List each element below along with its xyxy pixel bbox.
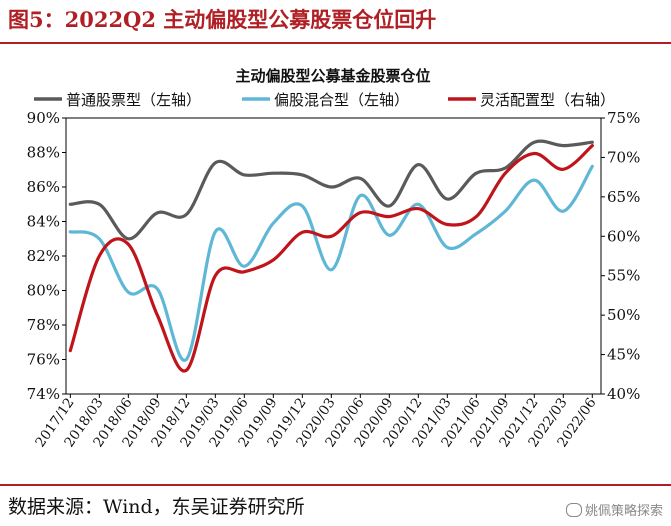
left-tick-label: 84%: [27, 213, 60, 231]
left-tick-label: 76%: [27, 351, 60, 369]
source-rule: [0, 484, 671, 486]
watermark: 姚佩策略探索: [565, 500, 663, 519]
left-tick-label: 74%: [27, 385, 60, 403]
title-rule: [0, 42, 671, 44]
source-note: 数据来源：Wind，东吴证券研究所: [8, 496, 305, 518]
right-tick-label: 70%: [607, 148, 640, 166]
left-tick-label: 86%: [27, 178, 60, 196]
legend-label: 灵活配置型（右轴）: [480, 91, 615, 109]
series-line-flexible-allocation: [68, 144, 594, 373]
left-tick-label: 88%: [27, 144, 60, 162]
legend: 普通股票型（左轴） 偏股混合型（左轴） 灵活配置型（右轴）: [34, 91, 615, 109]
right-tick-label: 40%: [607, 385, 640, 403]
series-line-common-stock: [68, 139, 594, 241]
figure-title: 图5：2022Q2 主动偏股型公募股票仓位回升: [8, 7, 437, 32]
right-tick-label: 55%: [607, 267, 640, 285]
legend-label: 偏股混合型（左轴）: [274, 91, 409, 109]
plot-area: 90% 88% 86% 84% 82% 80% 78% 76% 74% 75% 70% 65% 60% 5…: [27, 109, 641, 450]
legend-label: 普通股票型（左轴）: [66, 91, 201, 109]
watermark-text: 姚佩策略探索: [584, 504, 663, 519]
series-line-partial-equity: [68, 164, 594, 362]
left-tick-label: 90%: [27, 109, 60, 127]
right-tick-label: 45%: [607, 346, 640, 364]
left-tick-label: 82%: [27, 247, 60, 265]
right-tick-label: 75%: [607, 109, 640, 127]
line-chart: 主动偏股型公募基金股票仓位 普通股票型（左轴） 偏股混合型（左轴） 灵活配置型（右轴…: [27, 67, 641, 450]
chart-title: 主动偏股型公募基金股票仓位: [235, 67, 430, 85]
left-tick-label: 80%: [27, 282, 60, 300]
wechat-icon: [565, 503, 582, 517]
right-tick-label: 50%: [607, 306, 640, 324]
right-tick-label: 65%: [607, 188, 640, 206]
right-tick-label: 60%: [607, 227, 640, 245]
left-tick-label: 78%: [27, 316, 60, 334]
